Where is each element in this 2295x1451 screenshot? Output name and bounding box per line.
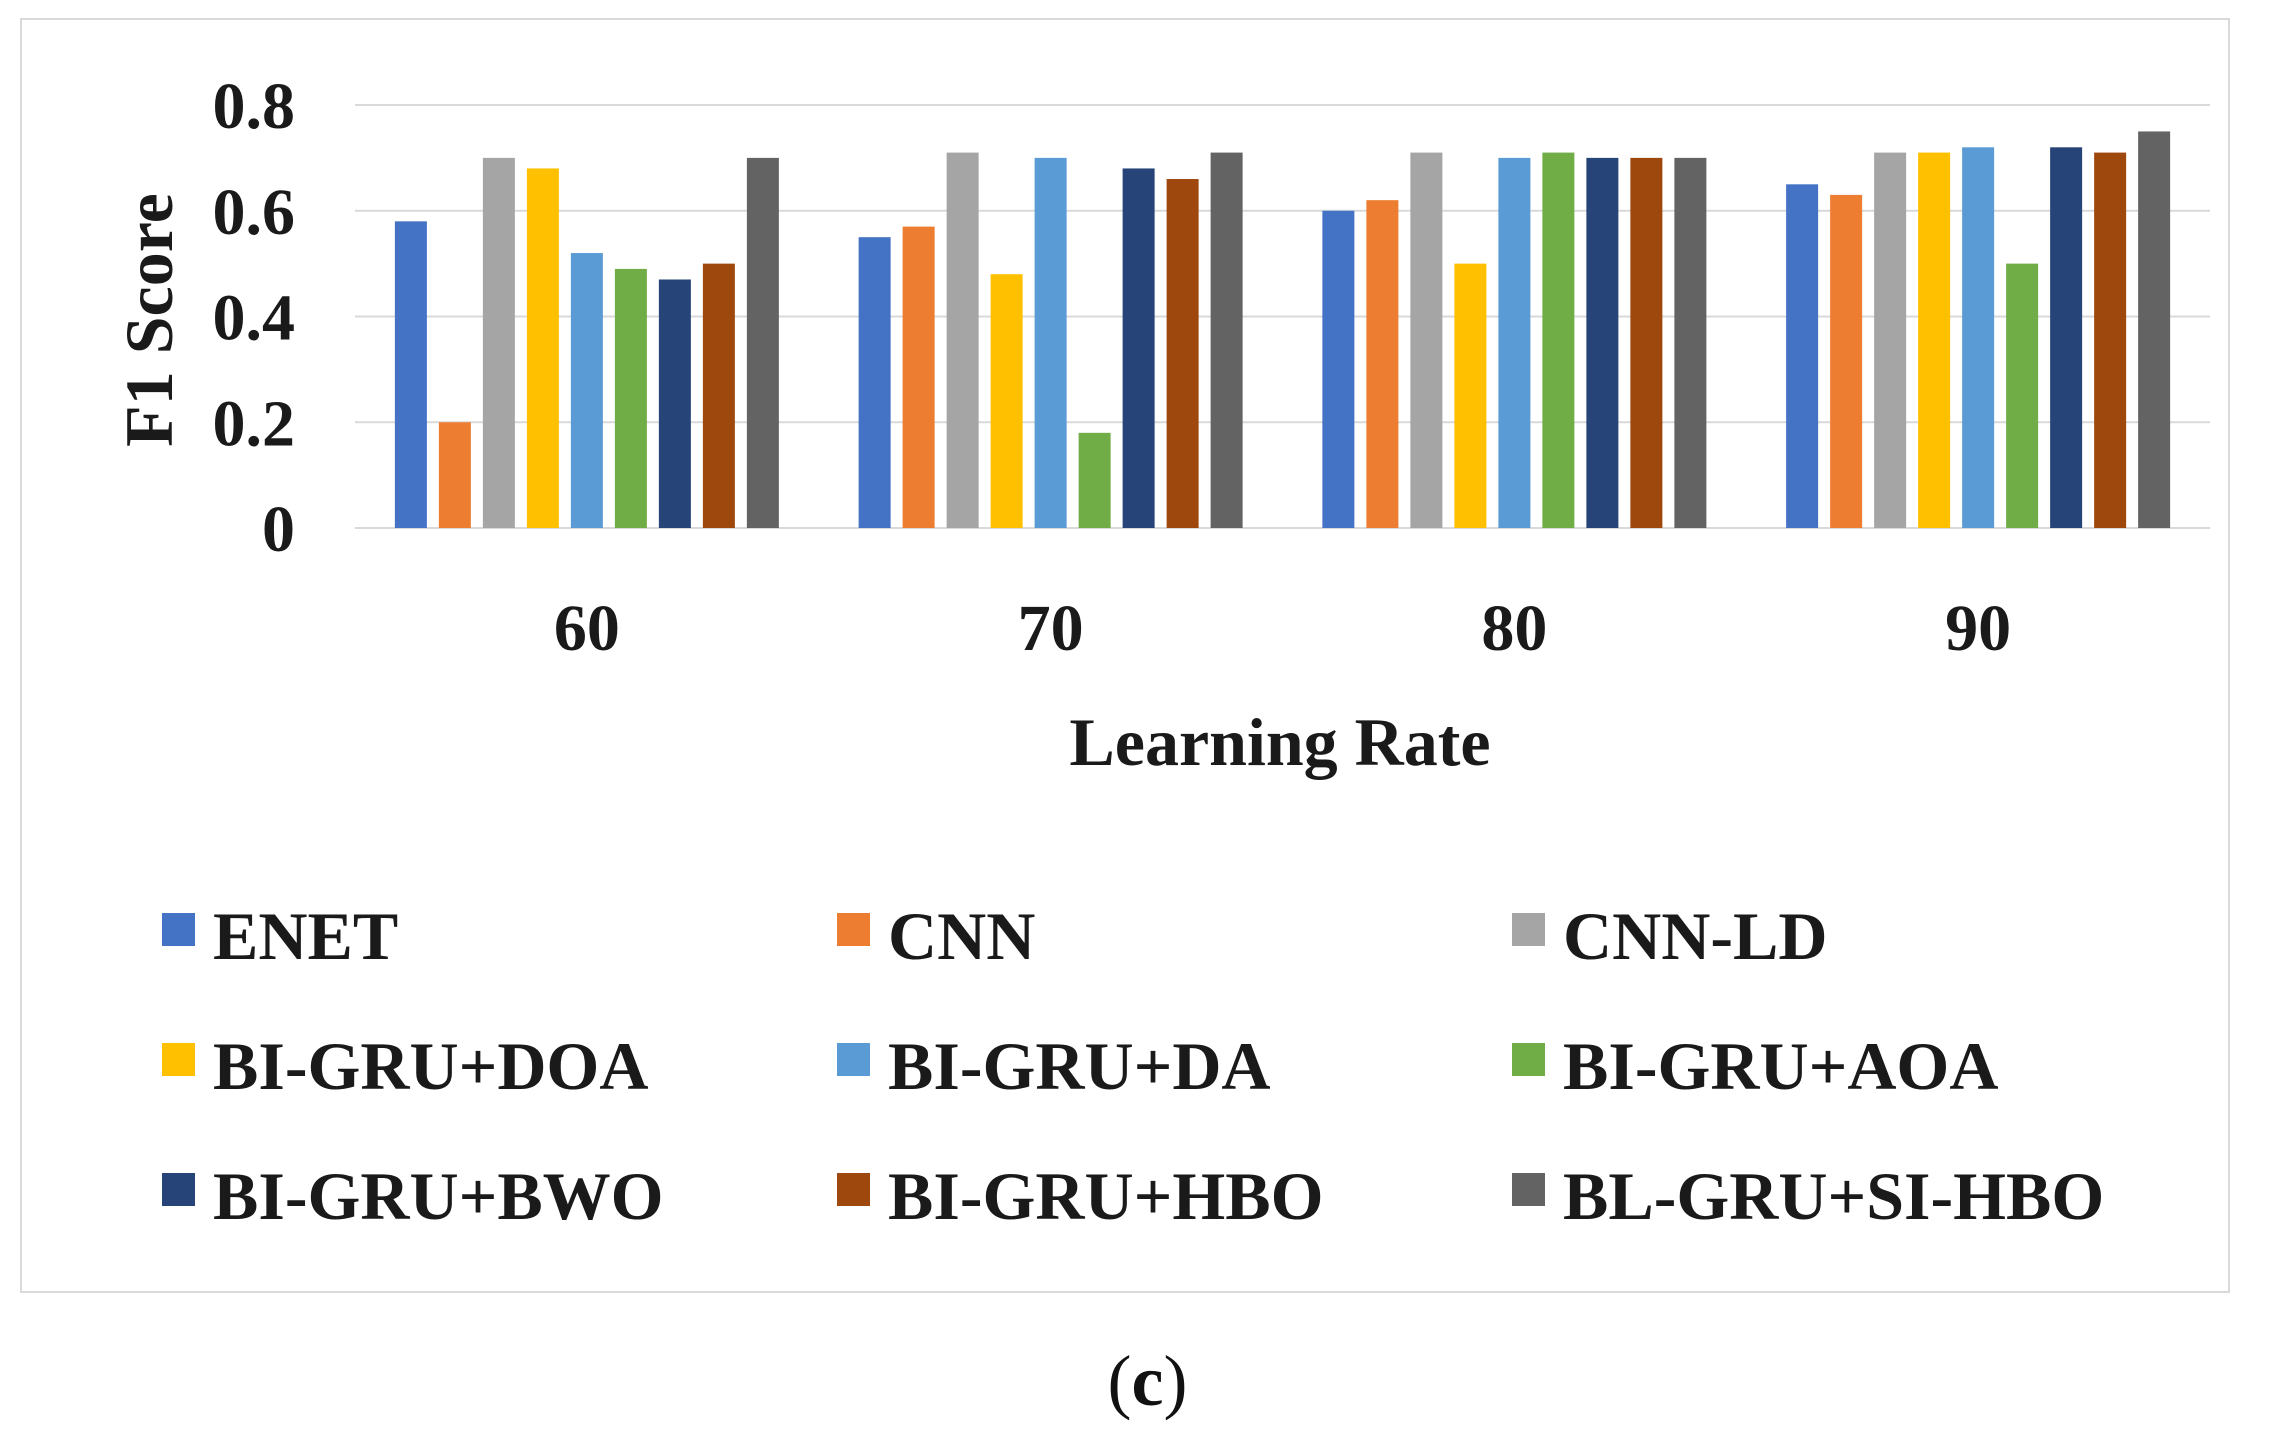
legend-item: BI-GRU+AOA [1512, 1028, 1998, 1104]
legend-swatch [162, 1173, 195, 1206]
bar [394, 221, 427, 528]
bar [1874, 152, 1907, 528]
y-tick-label: 0.2 [213, 387, 296, 460]
legend-item: BI-GRU+DOA [162, 1028, 648, 1104]
legend-item: BI-GRU+DA [837, 1028, 1271, 1104]
y-tick-labels: 0 0.2 0.4 0.6 0.8 [213, 70, 296, 566]
legend-swatch [162, 913, 195, 946]
legend-swatch [837, 913, 870, 946]
legend-item: CNN [837, 898, 1035, 974]
x-tick-label: 60 [554, 592, 620, 665]
bar [2006, 263, 2039, 528]
legend-label: CNN-LD [1563, 898, 1827, 974]
bar [2094, 152, 2127, 528]
bar [858, 237, 891, 528]
bar [526, 168, 559, 528]
legend-label: ENET [213, 898, 398, 974]
bar [1210, 152, 1243, 528]
bars [394, 131, 2171, 529]
legend-item: ENET [162, 898, 398, 974]
bar [1034, 157, 1067, 528]
bar [702, 263, 735, 528]
legend-swatch [1512, 1043, 1545, 1076]
x-tick-label: 70 [1018, 592, 1084, 665]
bar [1674, 157, 1707, 528]
x-tick-label: 80 [1481, 592, 1547, 665]
x-tick-labels: 60 70 80 90 [554, 592, 2011, 665]
legend-label: BI-GRU+BWO [213, 1158, 664, 1234]
legend-label: BI-GRU+DOA [213, 1028, 648, 1104]
legend-label: BI-GRU+AOA [1563, 1028, 1998, 1104]
y-tick-label: 0.8 [213, 70, 296, 143]
bar [1410, 152, 1443, 528]
bar [1918, 152, 1951, 528]
legend-swatch [837, 1043, 870, 1076]
bar [1366, 200, 1399, 529]
legend-swatch [837, 1173, 870, 1206]
bar [1962, 147, 1995, 529]
x-axis-title: Learning Rate [1069, 704, 1490, 780]
legend-swatch [162, 1043, 195, 1076]
legend-label: BL-GRU+SI-HBO [1563, 1158, 2104, 1234]
bar [1786, 184, 1819, 528]
legend-label: BI-GRU+HBO [888, 1158, 1323, 1234]
bar [1166, 179, 1199, 528]
y-axis-title: F1 Score [111, 193, 187, 447]
figure-caption: (c) [0, 1340, 2295, 1423]
legend-item: BI-GRU+HBO [837, 1158, 1323, 1234]
bar [1630, 157, 1663, 528]
x-tick-label: 90 [1945, 592, 2011, 665]
y-tick-label: 0 [262, 493, 295, 566]
bar [1322, 210, 1355, 528]
legend-item: BL-GRU+SI-HBO [1512, 1158, 2104, 1234]
bar [946, 152, 979, 528]
y-tick-label: 0.4 [213, 282, 296, 355]
bar [1454, 263, 1487, 528]
legend-swatch [1512, 1173, 1545, 1206]
bar [614, 268, 647, 528]
bar [2050, 147, 2083, 529]
bar [438, 422, 471, 528]
caption-close: ) [1163, 1341, 1188, 1421]
bar [1498, 157, 1531, 528]
bar [1586, 157, 1619, 528]
bar [1542, 152, 1575, 528]
legend-item: BI-GRU+BWO [162, 1158, 664, 1234]
bar [482, 157, 515, 528]
legend-label: CNN [888, 898, 1035, 974]
bar [746, 157, 779, 528]
legend-label: BI-GRU+DA [888, 1028, 1271, 1104]
bar [1078, 432, 1111, 528]
bar [2138, 131, 2171, 528]
bar [902, 226, 935, 529]
caption-open: ( [1107, 1341, 1132, 1421]
bar [1122, 168, 1155, 528]
legend-item: CNN-LD [1512, 898, 1827, 974]
legend-swatch [1512, 913, 1545, 946]
bar [990, 274, 1023, 528]
bar [658, 279, 691, 528]
legend: ENET CNN CNN-LD BI-GRU+DOA BI-GRU+DA BI-GRU+A… [162, 898, 2104, 1234]
bar [570, 253, 603, 529]
caption-letter: c [1131, 1341, 1164, 1421]
y-tick-label: 0.6 [213, 176, 296, 249]
bar [1830, 194, 1863, 528]
